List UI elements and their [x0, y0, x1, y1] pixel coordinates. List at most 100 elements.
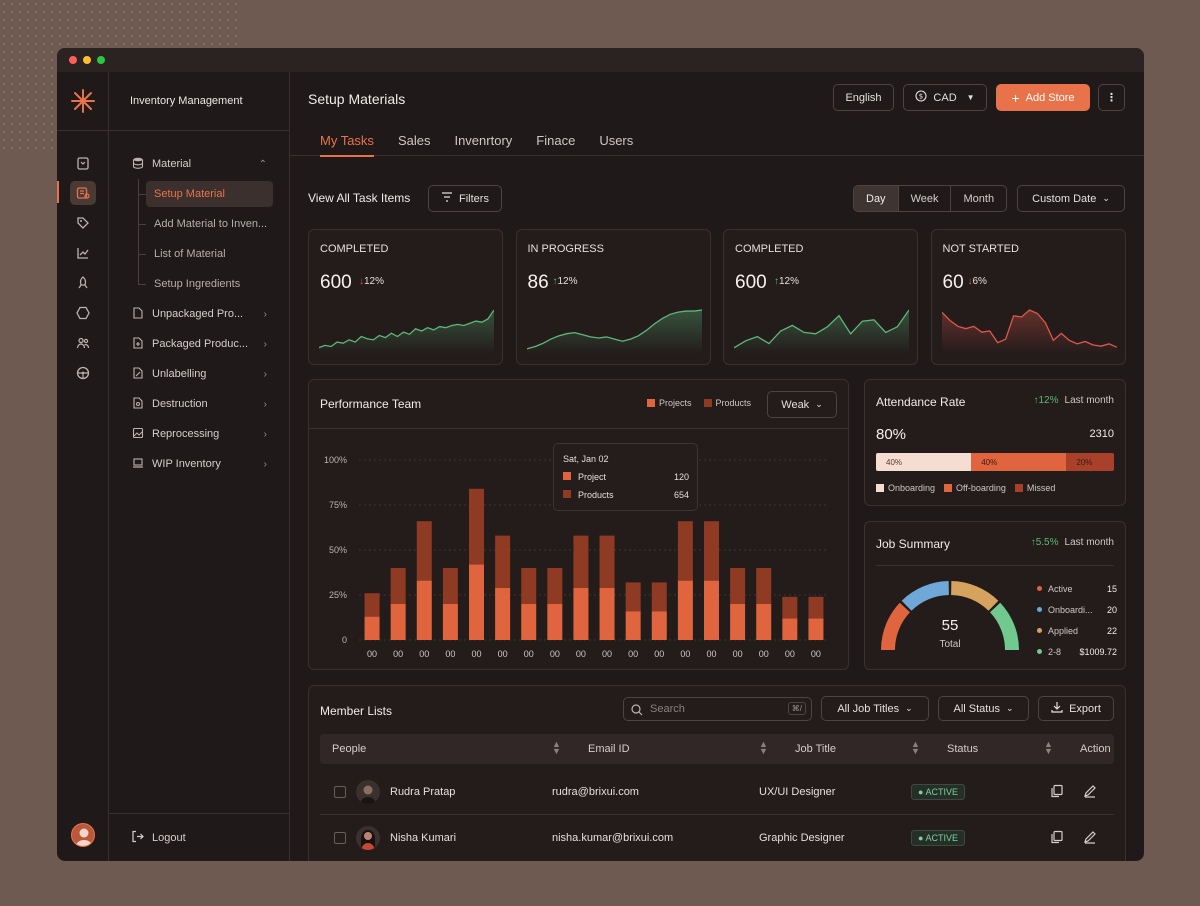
- bar-projects[interactable]: [599, 587, 615, 640]
- bar-projects[interactable]: [651, 611, 667, 640]
- bar-products[interactable]: [547, 568, 563, 604]
- chart-line-icon[interactable]: [70, 241, 96, 265]
- gauge-segment[interactable]: [881, 602, 911, 651]
- tab-finance[interactable]: Finace: [536, 133, 576, 148]
- tab-users[interactable]: Users: [599, 133, 634, 148]
- bar-projects[interactable]: [469, 564, 484, 640]
- bar-projects[interactable]: [521, 604, 537, 640]
- users-icon[interactable]: [70, 331, 96, 355]
- tab-inventory[interactable]: Invenrtory: [454, 133, 513, 148]
- tab-my-tasks[interactable]: My Tasks: [320, 133, 374, 157]
- bar-products[interactable]: [651, 582, 667, 612]
- sidebar-item-unpackaged[interactable]: Unpackaged Pro... ›: [109, 299, 289, 329]
- bar-products[interactable]: [521, 568, 537, 604]
- x-tick-label: 00: [367, 649, 377, 659]
- bar-products[interactable]: [469, 488, 484, 565]
- copy-icon[interactable]: [1050, 830, 1064, 849]
- submenu-item-setup-ingredients[interactable]: Setup Ingredients: [138, 269, 289, 299]
- bar-projects[interactable]: [416, 580, 432, 640]
- row-checkbox[interactable]: [334, 786, 346, 798]
- logout-button[interactable]: Logout: [109, 813, 289, 861]
- bar-projects[interactable]: [677, 580, 693, 640]
- sort-icon[interactable]: ▲ ▼: [1044, 739, 1053, 756]
- language-select[interactable]: English: [833, 84, 894, 111]
- job-titles-filter[interactable]: All Job Titles ⌄: [821, 696, 929, 721]
- bar-products[interactable]: [495, 535, 511, 588]
- submenu-item-setup-material[interactable]: Setup Material: [138, 179, 289, 209]
- sidebar-item-material[interactable]: Material ⌃: [109, 149, 289, 179]
- edit-icon[interactable]: [1083, 784, 1097, 803]
- tooltip-row: Project 120: [563, 472, 689, 482]
- sort-icon[interactable]: ▲ ▼: [552, 739, 561, 756]
- bar-projects[interactable]: [573, 587, 589, 640]
- period-dropdown[interactable]: Weak ⌄: [767, 391, 837, 418]
- gauge-segment[interactable]: [901, 581, 950, 611]
- close-window-button[interactable]: [69, 56, 77, 64]
- sort-icon[interactable]: ▲ ▼: [759, 739, 768, 756]
- steering-wheel-icon[interactable]: [70, 361, 96, 385]
- sidebar-item-unlabelling[interactable]: Unlabelling ›: [109, 359, 289, 389]
- add-store-button[interactable]: + Add Store: [996, 84, 1090, 111]
- bar-projects[interactable]: [495, 587, 511, 640]
- bar-products[interactable]: [364, 593, 380, 617]
- custom-date-select[interactable]: Custom Date ⌄: [1017, 185, 1125, 212]
- tag-icon[interactable]: [70, 211, 96, 235]
- column-job-title[interactable]: Job Title: [795, 743, 836, 755]
- column-people[interactable]: People: [332, 743, 367, 755]
- user-avatar[interactable]: [71, 823, 95, 847]
- filters-button[interactable]: Filters: [428, 185, 502, 212]
- edit-icon[interactable]: [1083, 830, 1097, 849]
- bar-products[interactable]: [416, 521, 432, 581]
- bar-products[interactable]: [756, 568, 772, 604]
- sidebar-item-wip-inventory[interactable]: WIP Inventory ›: [109, 449, 289, 479]
- submenu-item-add-material[interactable]: Add Material to Inven...: [138, 209, 289, 239]
- bar-projects[interactable]: [442, 604, 458, 640]
- rocket-icon[interactable]: [70, 271, 96, 295]
- sidebar-item-reprocessing[interactable]: Reprocessing ›: [109, 419, 289, 449]
- bar-products[interactable]: [573, 535, 589, 588]
- bar-products[interactable]: [390, 568, 406, 604]
- submenu-item-list-material[interactable]: List of Material: [138, 239, 289, 269]
- bar-projects[interactable]: [782, 618, 798, 640]
- maximize-window-button[interactable]: [97, 56, 105, 64]
- more-options-button[interactable]: ⋮: [1098, 84, 1125, 111]
- bar-projects[interactable]: [547, 604, 563, 640]
- column-status[interactable]: Status: [947, 743, 979, 755]
- materials-icon[interactable]: [69, 181, 96, 205]
- gauge-segment[interactable]: [989, 602, 1019, 651]
- bar-products[interactable]: [808, 596, 824, 619]
- sparkline: [734, 309, 909, 354]
- bar-products[interactable]: [677, 521, 693, 581]
- bar-projects[interactable]: [625, 611, 641, 640]
- currency-select[interactable]: $ CAD ▼: [903, 84, 987, 111]
- range-month[interactable]: Month: [963, 192, 995, 205]
- bar-products[interactable]: [599, 535, 615, 588]
- bar-products[interactable]: [442, 568, 458, 604]
- gauge-segment[interactable]: [950, 581, 999, 611]
- range-week[interactable]: Week: [899, 186, 952, 211]
- search-input[interactable]: Search ⌘/: [623, 697, 812, 721]
- bar-products[interactable]: [782, 596, 798, 619]
- bar-projects[interactable]: [730, 604, 746, 640]
- column-email[interactable]: Email ID: [588, 743, 630, 755]
- sort-icon[interactable]: ▲ ▼: [911, 739, 920, 756]
- bar-products[interactable]: [730, 568, 746, 604]
- badge-icon[interactable]: [70, 301, 96, 325]
- sidebar-item-packaged[interactable]: Packaged Produc... ›: [109, 329, 289, 359]
- bar-products[interactable]: [704, 521, 719, 581]
- bar-projects[interactable]: [756, 604, 772, 640]
- clipboard-icon[interactable]: [70, 151, 96, 175]
- range-day[interactable]: Day: [854, 186, 899, 211]
- bar-projects[interactable]: [808, 618, 824, 640]
- minimize-window-button[interactable]: [83, 56, 91, 64]
- row-checkbox[interactable]: [334, 832, 346, 844]
- export-button[interactable]: Export: [1038, 696, 1114, 721]
- sidebar-item-destruction[interactable]: Destruction ›: [109, 389, 289, 419]
- tab-sales[interactable]: Sales: [397, 133, 431, 148]
- copy-icon[interactable]: [1050, 784, 1064, 803]
- status-filter[interactable]: All Status ⌄: [938, 696, 1029, 721]
- bar-projects[interactable]: [390, 604, 406, 640]
- bar-products[interactable]: [625, 582, 641, 612]
- bar-projects[interactable]: [704, 580, 719, 640]
- bar-projects[interactable]: [364, 616, 380, 640]
